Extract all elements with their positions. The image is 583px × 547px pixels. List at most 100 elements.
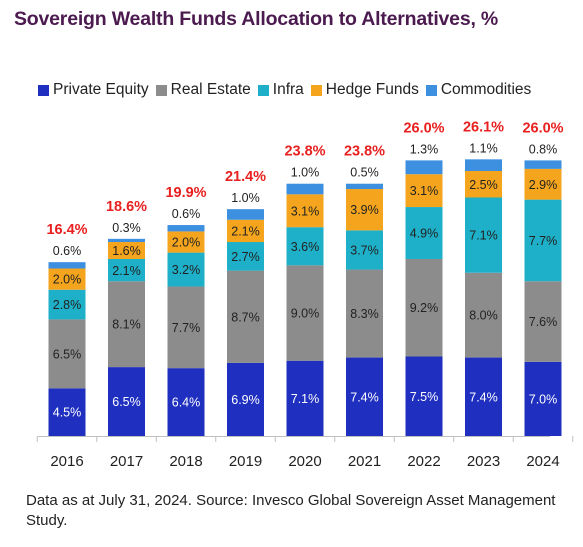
total-label: 21.4% xyxy=(225,169,266,185)
data-label: 7.5% xyxy=(410,390,439,404)
data-label: 7.1% xyxy=(469,229,498,243)
data-label: 3.6% xyxy=(291,240,320,254)
total-label: 26.1% xyxy=(463,119,504,135)
legend-item: Commodities xyxy=(425,81,532,99)
data-label: 1.1% xyxy=(469,141,498,155)
stacked-bar-chart: 4.5% 6.5% 2.8% 2.0% 0.6% 16.4% 2016 6.5% 8.1% 2.1… xyxy=(36,119,574,470)
data-label: 9.0% xyxy=(291,307,320,321)
data-label: 7.6% xyxy=(529,315,558,329)
bar-segment xyxy=(465,357,502,436)
bar-segment xyxy=(108,367,145,436)
data-label: 7.1% xyxy=(291,392,320,406)
bar-segment xyxy=(286,183,324,195)
bar-segment xyxy=(286,265,324,361)
data-label: 0.3% xyxy=(112,221,141,235)
bar-segment xyxy=(48,268,86,290)
data-label: 2.5% xyxy=(469,178,498,192)
bar-segment xyxy=(465,197,502,273)
bar-segment xyxy=(108,238,145,243)
data-label: 6.5% xyxy=(53,347,82,361)
data-label: 9.2% xyxy=(410,301,439,315)
data-label: 6.4% xyxy=(172,396,201,410)
data-label: 8.3% xyxy=(350,307,379,321)
bar-segment xyxy=(167,252,205,287)
bar-segment xyxy=(465,272,502,358)
data-label: 3.7% xyxy=(350,243,379,257)
bar-segment xyxy=(405,356,443,436)
footnote: Data as at July 31, 2024. Source: Invesc… xyxy=(26,492,556,529)
data-label: 1.0% xyxy=(291,166,320,180)
bar-segment xyxy=(108,242,145,259)
legend-item: Real Estate xyxy=(155,81,251,99)
bar-segment xyxy=(286,227,324,266)
legend-swatch xyxy=(425,84,437,96)
total-label: 23.8% xyxy=(344,144,385,160)
x-tick-label: 2021 xyxy=(348,453,381,470)
bar-segment xyxy=(108,281,145,368)
x-tick-label: 2024 xyxy=(526,453,559,470)
data-label: 7.4% xyxy=(469,390,498,404)
legend: Private Equity Real Estate Infra Hedge Fund… xyxy=(38,81,538,99)
total-label: 16.4% xyxy=(46,222,87,238)
x-tick-label: 2017 xyxy=(110,453,143,470)
data-label: 7.7% xyxy=(172,321,201,335)
data-label: 3.1% xyxy=(291,204,320,218)
legend-swatch xyxy=(310,84,322,96)
data-label: 8.7% xyxy=(231,310,260,324)
bar-segment xyxy=(524,281,562,362)
data-label: 6.9% xyxy=(231,393,260,407)
bar-segment xyxy=(167,225,205,232)
bar-segment xyxy=(227,242,264,271)
bar-segment xyxy=(48,289,86,320)
bar-segment xyxy=(286,360,324,436)
data-label: 7.0% xyxy=(529,392,558,406)
bar-segment xyxy=(48,388,86,436)
bar-segment xyxy=(108,258,145,282)
bar-segment xyxy=(346,189,383,231)
data-label: 0.6% xyxy=(172,207,201,221)
x-tick-label: 2019 xyxy=(229,453,262,470)
bar-segment xyxy=(227,209,264,220)
data-label: 1.3% xyxy=(410,142,439,156)
data-label: 2.0% xyxy=(53,273,82,287)
total-label: 23.8% xyxy=(284,144,325,160)
bar-segment xyxy=(465,171,502,198)
x-tick-label: 2016 xyxy=(50,453,83,470)
bar-segment xyxy=(524,160,562,169)
bar-segment xyxy=(405,207,443,259)
bar-segment xyxy=(227,270,264,363)
legend-label: Commodities xyxy=(440,81,532,98)
bar-segment xyxy=(405,160,443,175)
data-label: 0.8% xyxy=(529,142,558,156)
total-label: 19.9% xyxy=(165,185,206,201)
legend-item: Private Equity xyxy=(38,81,149,99)
bar-segment xyxy=(167,286,205,369)
data-label: 3.1% xyxy=(410,184,439,198)
bar-segment xyxy=(227,219,264,243)
data-label: 0.6% xyxy=(53,244,82,258)
data-label: 3.9% xyxy=(350,203,379,217)
bar-segment xyxy=(405,174,443,208)
data-label: 2.8% xyxy=(53,298,82,312)
data-label: 7.7% xyxy=(529,234,558,248)
legend-swatch xyxy=(257,84,269,96)
legend-label: Infra xyxy=(272,81,304,98)
chart-title: Sovereign Wealth Funds Allocation to Alt… xyxy=(14,8,499,30)
x-tick-label: 2022 xyxy=(407,453,440,470)
legend-item: Infra xyxy=(257,81,304,99)
total-label: 18.6% xyxy=(106,199,147,215)
bar-segment xyxy=(405,258,443,357)
legend-swatch xyxy=(155,84,167,96)
legend-label: Private Equity xyxy=(53,81,149,98)
bar-segment xyxy=(286,194,324,228)
bar-segment xyxy=(167,231,205,253)
bar-segment xyxy=(346,269,383,358)
data-label: 8.1% xyxy=(112,318,141,332)
data-label: 1.6% xyxy=(112,244,141,258)
x-tick-label: 2023 xyxy=(467,453,500,470)
bar-segment xyxy=(48,319,86,389)
legend-label: Real Estate xyxy=(170,81,251,98)
bar-segment xyxy=(524,361,562,436)
bar-segment xyxy=(48,262,86,269)
data-label: 6.5% xyxy=(112,395,141,409)
